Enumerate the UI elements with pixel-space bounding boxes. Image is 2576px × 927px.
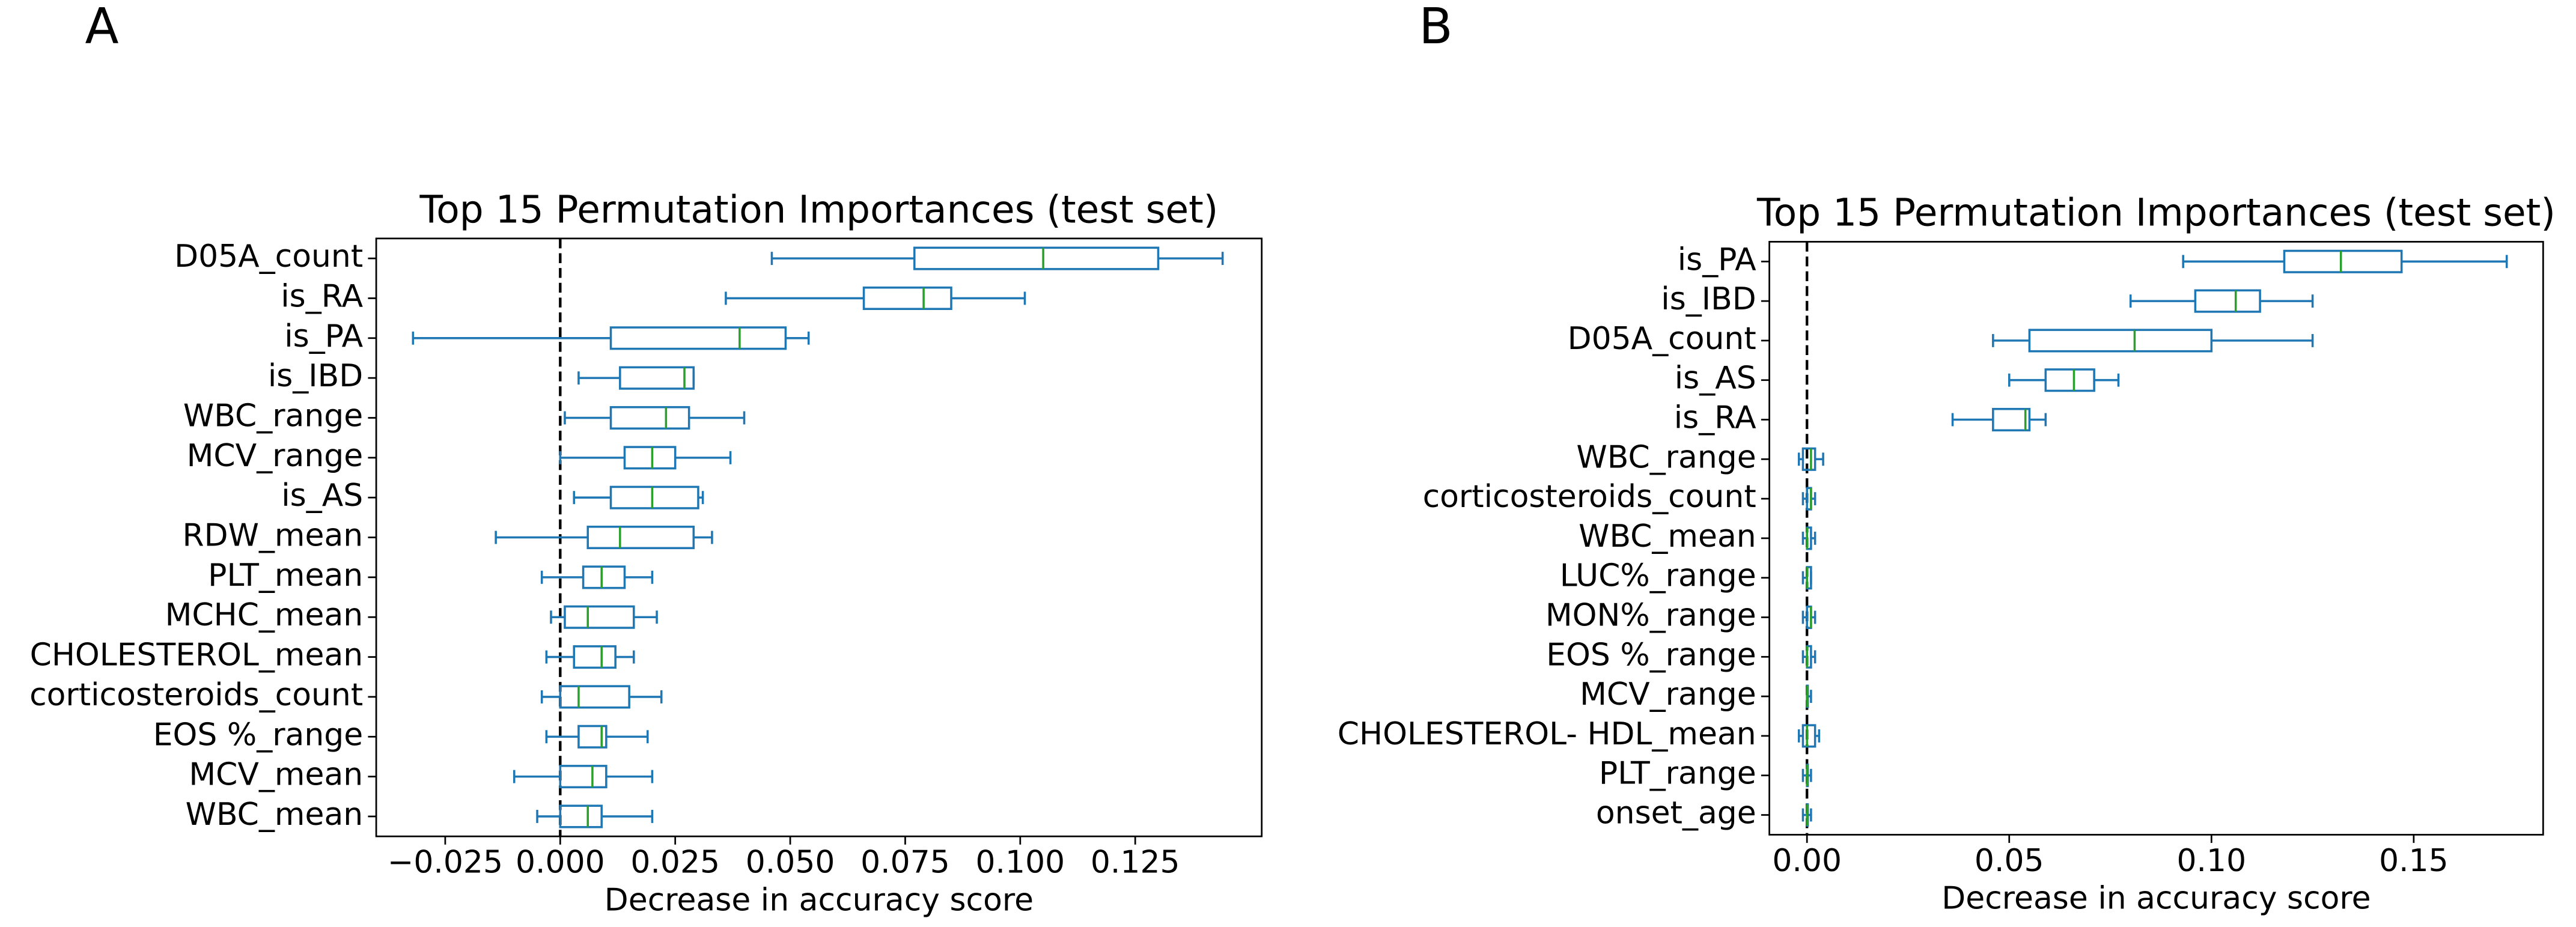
x-tick-label: 0.000 [516, 845, 605, 881]
x-tick-label: 0.00 [1772, 843, 1842, 879]
chart-title: Top 15 Permutation Importances (test set… [419, 187, 1219, 231]
box [1801, 447, 1816, 471]
x-tick-label: 0.075 [860, 845, 950, 881]
x-tick-label: 0.025 [630, 845, 720, 881]
plot-frame [1768, 241, 2544, 836]
y-tick-label: D05A_count [1568, 321, 1756, 357]
y-tick-label: WBC_range [1576, 439, 1756, 475]
box [862, 286, 952, 311]
y-tick-label: is_IBD [268, 358, 363, 394]
y-tick-label: corticosteroids_count [1423, 479, 1756, 515]
box [573, 645, 617, 669]
box [2283, 249, 2403, 273]
y-tick-label: D05A_count [174, 239, 363, 275]
x-tick-label: −0.025 [388, 845, 503, 881]
box [559, 685, 630, 709]
box [564, 605, 635, 629]
y-tick-label: LUC%_range [1560, 558, 1756, 594]
x-axis-label: Decrease in accuracy score [1941, 881, 2370, 917]
box [913, 246, 1160, 270]
box [582, 565, 626, 589]
box [559, 765, 607, 789]
y-tick-label: WBC_mean [1579, 518, 1756, 555]
y-tick-label: MCV_range [1580, 676, 1756, 713]
box [2194, 289, 2261, 313]
y-tick-label: is_PA [284, 318, 363, 354]
y-tick-label: PLT_range [1599, 756, 1756, 792]
box [623, 446, 677, 470]
box [609, 485, 699, 509]
panel-label: A [85, 0, 118, 55]
box [2028, 329, 2213, 353]
y-tick-label: WBC_range [183, 398, 363, 434]
panel: B Top 15 Permutation Importances (test se… [1338, 0, 2556, 917]
x-tick-label: 0.125 [1091, 845, 1180, 881]
box [619, 366, 695, 390]
box [1801, 724, 1816, 748]
y-tick-label: EOS %_range [153, 717, 364, 753]
y-tick-label: is_AS [281, 478, 363, 514]
y-tick-label: is_RA [1674, 400, 1756, 436]
y-tick-label: corticosteroids_count [29, 677, 363, 713]
y-tick-label: MCHC_mean [165, 597, 364, 633]
box [609, 326, 787, 350]
y-tick-label: EOS %_range [1546, 637, 1756, 673]
box [577, 725, 607, 749]
box [1992, 407, 2031, 432]
y-tick-label: is_RA [281, 278, 363, 314]
box [2044, 368, 2095, 392]
x-tick-label: 0.15 [2379, 843, 2449, 879]
x-axis-label: Decrease in accuracy score [604, 882, 1034, 918]
box [586, 525, 695, 550]
y-tick-label: CHOLESTEROL- HDL_mean [1338, 716, 1756, 752]
plot-frame [375, 237, 1263, 837]
y-tick-label: MCV_range [187, 438, 364, 474]
y-tick-label: onset_age [1596, 795, 1756, 831]
x-tick-label: 0.050 [746, 845, 835, 881]
y-tick-label: is_PA [1678, 242, 1756, 278]
y-tick-label: is_AS [1675, 360, 1756, 397]
x-tick-label: 0.100 [976, 845, 1065, 881]
y-tick-label: PLT_mean [208, 558, 363, 594]
chart-title: Top 15 Permutation Importances (test set… [1756, 191, 2556, 235]
y-tick-label: RDW_mean [183, 518, 364, 554]
y-tick-label: MCV_mean [189, 757, 363, 793]
panel-label: B [1419, 0, 1452, 55]
y-tick-label: MON%_range [1545, 597, 1756, 633]
y-tick-label: CHOLESTEROL_mean [30, 637, 364, 673]
box [559, 804, 603, 828]
panel: A Top 15 Permutation Importances (test se… [29, 0, 1263, 918]
x-tick-label: 0.10 [2177, 843, 2247, 879]
y-tick-label: is_IBD [1661, 281, 1756, 317]
y-tick-label: WBC_mean [186, 797, 364, 833]
box [609, 406, 690, 430]
x-tick-label: 0.05 [1975, 843, 2044, 879]
